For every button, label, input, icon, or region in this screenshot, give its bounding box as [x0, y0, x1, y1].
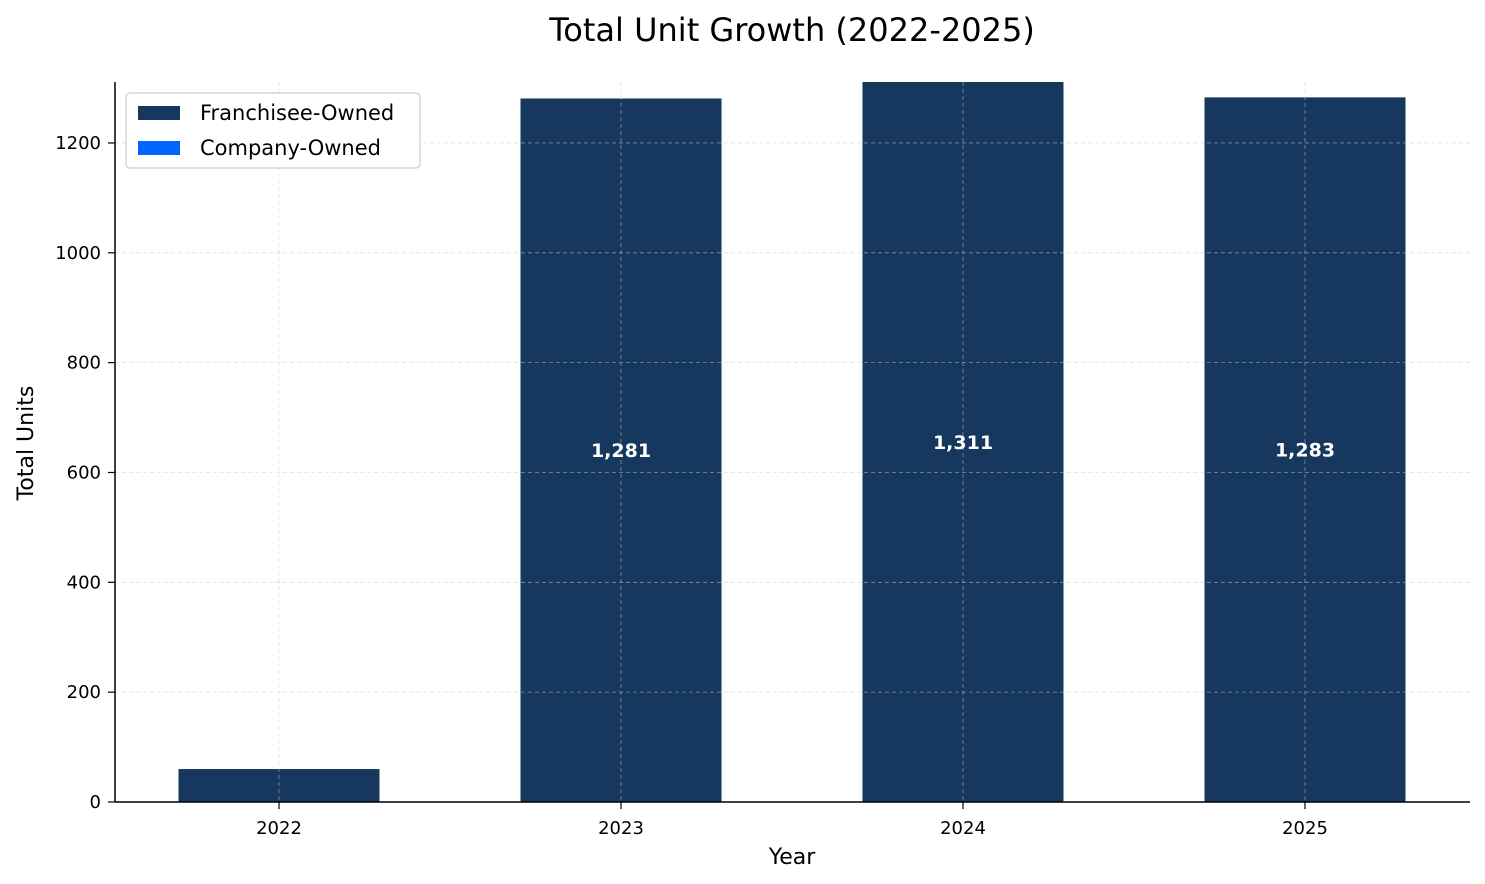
- axes: 0 200 400 600 800 1000 1200 2022 2023 2024 2025: [55, 82, 1470, 839]
- y-tick-label: 1000: [55, 243, 101, 264]
- y-tick-label: 600: [67, 462, 101, 483]
- bars: [178, 82, 1406, 803]
- x-tick-label: 2024: [940, 818, 986, 839]
- legend-label: Company-Owned: [200, 136, 381, 160]
- y-tick-label: 1200: [55, 133, 101, 154]
- legend-swatch-company-owned: [138, 141, 180, 155]
- x-tick-label: 2022: [256, 818, 302, 839]
- x-tick-label: 2023: [598, 818, 644, 839]
- grid-lines: [115, 82, 1470, 802]
- y-tick-label: 0: [90, 792, 101, 813]
- legend-swatch-franchisee-owned: [138, 106, 180, 120]
- y-tick-label: 200: [67, 682, 101, 703]
- bar-data-label: 1,281: [591, 440, 651, 462]
- y-axis-title: Total Units: [14, 386, 39, 502]
- x-tick-label: 2025: [1282, 818, 1328, 839]
- bar-data-labels: 1,281 1,311 1,283: [591, 432, 1335, 462]
- y-tick-label: 400: [67, 572, 101, 593]
- bar-data-label: 1,283: [1275, 440, 1335, 462]
- legend-frame: [125, 92, 421, 169]
- y-tick-label: 800: [67, 353, 101, 374]
- legend-label: Franchisee-Owned: [200, 101, 394, 125]
- bar-data-label: 1,311: [933, 432, 993, 454]
- x-axis-title: Year: [768, 845, 817, 870]
- legend: Franchisee-Owned Company-Owned: [125, 92, 421, 169]
- chart-title: Total Unit Growth (2022-2025): [548, 11, 1035, 49]
